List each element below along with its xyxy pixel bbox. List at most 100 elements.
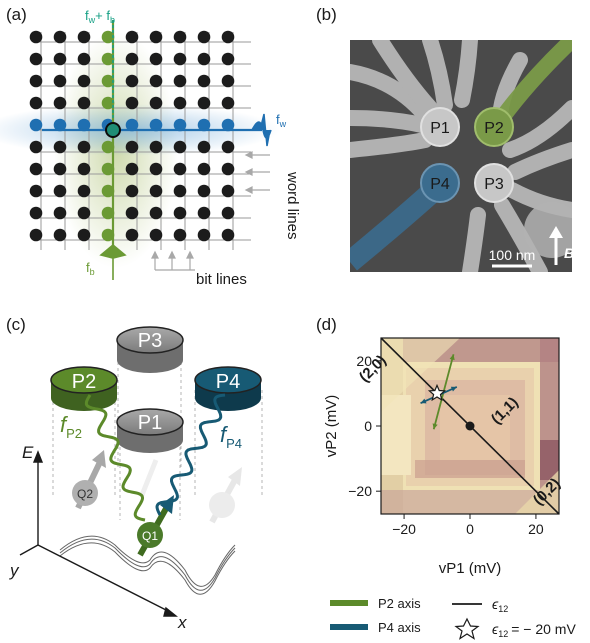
qubit-dot bbox=[149, 74, 163, 88]
gate-p4 bbox=[420, 163, 460, 203]
qubit-dot bbox=[221, 52, 235, 66]
gate-label-p3: P3 bbox=[484, 176, 504, 193]
qubit-dot bbox=[53, 96, 67, 110]
qubit-dot bbox=[101, 140, 115, 154]
qubit-dot bbox=[101, 30, 115, 44]
qubit-dot bbox=[101, 206, 115, 220]
spin-ghost bbox=[139, 459, 242, 524]
qubit-dot bbox=[29, 162, 43, 176]
qubit-dot bbox=[173, 140, 187, 154]
qubit-dot bbox=[197, 162, 211, 176]
gate-p1 bbox=[420, 107, 460, 147]
plunger-label-p2: P2 bbox=[72, 371, 96, 393]
qubit-dot bbox=[125, 228, 139, 242]
qubit-dot bbox=[149, 184, 163, 198]
qubit-dot bbox=[197, 118, 211, 132]
qubit-dot bbox=[29, 206, 43, 220]
qubit-dot bbox=[53, 228, 67, 242]
legend: P2 axis P4 axis ϵ12 ϵ12 = − 20 mV bbox=[330, 596, 576, 640]
plunger-p3 bbox=[116, 326, 184, 373]
qubit-dot bbox=[149, 96, 163, 110]
qubit-dot bbox=[29, 184, 43, 198]
qubit-dot bbox=[77, 140, 91, 154]
gate-p2 bbox=[474, 107, 514, 147]
qubit-dot bbox=[29, 30, 43, 44]
freq-word-label: fw bbox=[276, 112, 287, 129]
qubit-dot bbox=[221, 30, 235, 44]
wave-p4 bbox=[155, 393, 226, 516]
wave-p2 bbox=[84, 394, 146, 522]
qubit-dot bbox=[173, 206, 187, 220]
qubit-dot bbox=[221, 162, 235, 176]
qubit-dot bbox=[197, 206, 211, 220]
p4-axis-arrow-head bbox=[450, 386, 457, 392]
p4-lead bbox=[350, 183, 440, 271]
qubit-dot bbox=[221, 118, 235, 132]
freq-p4-label: fP4 bbox=[220, 422, 242, 451]
qubit-dot bbox=[149, 30, 163, 44]
bit-lines-label: bit lines bbox=[196, 271, 247, 288]
word-line-pulse-icon bbox=[251, 113, 272, 147]
axis-label-x: x bbox=[177, 613, 187, 632]
qubit-dot bbox=[173, 162, 187, 176]
axis-label-y: y bbox=[9, 561, 20, 580]
qubit-dot bbox=[125, 30, 139, 44]
plunger-p1 bbox=[116, 408, 184, 453]
qubit-dot bbox=[197, 228, 211, 242]
qubit-dot bbox=[197, 30, 211, 44]
qubit-dot bbox=[125, 162, 139, 176]
spin-q2 bbox=[72, 450, 106, 510]
axis-label-E: E bbox=[22, 443, 34, 462]
qubit-dot bbox=[221, 140, 235, 154]
qubit-dot bbox=[173, 30, 187, 44]
qubit-dot bbox=[29, 96, 43, 110]
qubit-dot bbox=[53, 140, 67, 154]
qubit-dot bbox=[149, 162, 163, 176]
legend-label-eps: ϵ12 bbox=[492, 596, 508, 614]
freq-sum-label: fw+ fb bbox=[85, 8, 115, 25]
field-label: B bbox=[564, 245, 574, 261]
gate-label-p4: P4 bbox=[430, 176, 450, 193]
qubit-dot bbox=[221, 96, 235, 110]
qubit-dot bbox=[221, 74, 235, 88]
word-line-arrows bbox=[244, 151, 270, 194]
chart-marks: −20 0 20 −20 0 20 bbox=[348, 337, 560, 537]
qubit-dot bbox=[53, 162, 67, 176]
gate-p3 bbox=[474, 163, 514, 203]
crossbar-array bbox=[29, 30, 251, 250]
qubit-dot bbox=[149, 118, 163, 132]
qubit-dot bbox=[197, 140, 211, 154]
qubit-dot bbox=[149, 228, 163, 242]
qubit-dot bbox=[221, 206, 235, 220]
qubit-dot bbox=[29, 140, 43, 154]
plunger-label-p4: P4 bbox=[216, 371, 240, 393]
x-tick-label: −20 bbox=[392, 521, 416, 537]
x-axis-label: vP1 (mV) bbox=[439, 560, 502, 577]
qubit-dot bbox=[29, 74, 43, 88]
qubit-dot bbox=[29, 52, 43, 66]
freq-p2-label: fP2 bbox=[60, 412, 82, 441]
qubit-dot bbox=[53, 206, 67, 220]
operating-point-dot bbox=[465, 421, 475, 431]
plunger-p2 bbox=[50, 366, 118, 411]
qubit-label-q1: Q1 bbox=[142, 529, 158, 543]
panel-a-label: (a) bbox=[6, 5, 27, 24]
gate-label-p2: P2 bbox=[484, 120, 504, 137]
gate-finger bbox=[350, 64, 433, 123]
y-tick-label: 20 bbox=[356, 353, 372, 369]
panel-c-label: (c) bbox=[6, 315, 26, 334]
qubit-dot bbox=[77, 184, 91, 198]
qubit-dot bbox=[221, 184, 235, 198]
qubit-dot bbox=[101, 52, 115, 66]
plunger-label-p3: P3 bbox=[138, 330, 162, 352]
qubit-dot bbox=[197, 96, 211, 110]
qubit-dot bbox=[101, 184, 115, 198]
qubit-dot bbox=[29, 228, 43, 242]
p4-axis-arrow-head bbox=[420, 398, 427, 404]
x-tick-label: 20 bbox=[528, 521, 544, 537]
word-lines-label: word lines bbox=[284, 171, 301, 240]
scale-bar-label: 100 nm bbox=[489, 247, 536, 263]
qubit-dot bbox=[77, 30, 91, 44]
gate-label-p1: P1 bbox=[430, 120, 450, 137]
qubit-dot bbox=[77, 96, 91, 110]
